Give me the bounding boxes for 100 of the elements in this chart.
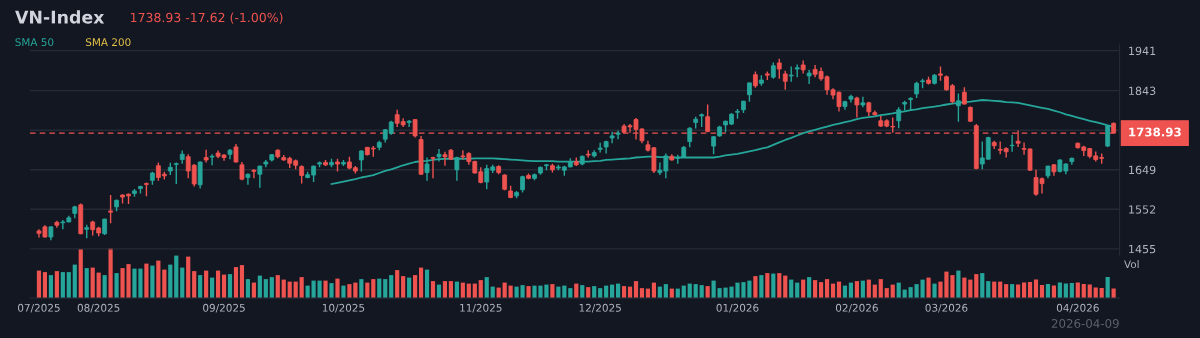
bar xyxy=(108,248,113,299)
candlestick xyxy=(1105,124,1111,148)
bar xyxy=(180,267,185,299)
bar xyxy=(813,280,818,299)
bar xyxy=(1027,282,1033,299)
bar xyxy=(329,283,334,299)
candlestick xyxy=(197,160,203,190)
x-tick-label: 02/2026 xyxy=(835,303,878,313)
x-tick-label: 03/2026 xyxy=(925,303,968,313)
bar xyxy=(215,270,221,299)
candlestick xyxy=(687,126,693,149)
bar xyxy=(854,281,859,299)
bar xyxy=(198,275,203,299)
bar xyxy=(633,281,639,299)
x-tick-label: 11/2025 xyxy=(460,303,502,313)
y-axis-title: Vol xyxy=(1124,260,1139,269)
ref-line-label: 1738.93 xyxy=(1129,127,1181,137)
bar xyxy=(48,275,53,299)
bar xyxy=(102,275,107,299)
bar xyxy=(269,277,274,299)
bar xyxy=(878,279,883,299)
bar xyxy=(777,273,782,299)
bar xyxy=(442,281,448,299)
bar xyxy=(395,270,400,299)
bar xyxy=(275,275,280,299)
bar xyxy=(114,273,119,299)
bar xyxy=(478,280,483,299)
x-tick-label: 10/2025 xyxy=(322,303,365,313)
bar xyxy=(150,265,155,299)
y-tick-label: 1941 xyxy=(1129,46,1156,56)
y-tick-label: 1843 xyxy=(1129,86,1156,96)
bar xyxy=(144,263,149,299)
x-tick-label: 12/2025 xyxy=(579,303,621,313)
bar xyxy=(192,271,197,299)
chart-subtitle: 1738.93 -17.62 (-1.00%) xyxy=(130,12,283,24)
bar xyxy=(383,279,388,299)
x-tick-label: 01/2026 xyxy=(716,303,759,313)
bar xyxy=(245,279,251,299)
candlestick xyxy=(454,156,460,182)
y-tick-label: 1552 xyxy=(1129,205,1156,214)
text: 2026-04-09 xyxy=(1051,318,1119,328)
bar xyxy=(42,272,48,299)
bar xyxy=(204,270,209,299)
bar xyxy=(96,272,101,299)
bar xyxy=(78,249,83,299)
bar xyxy=(54,271,59,299)
bar xyxy=(753,276,758,299)
candlestick xyxy=(358,149,364,173)
x-tick-label: 07/2025 xyxy=(18,303,60,313)
bar xyxy=(84,268,89,299)
bar xyxy=(424,269,430,299)
bar xyxy=(389,275,394,299)
bar xyxy=(956,270,961,299)
bar xyxy=(448,281,453,299)
bar xyxy=(401,276,406,299)
bar xyxy=(239,265,245,299)
bar xyxy=(807,277,812,299)
bar xyxy=(341,285,346,299)
text: SMA 50 xyxy=(15,38,54,47)
bar xyxy=(759,275,764,299)
candlestick xyxy=(782,69,788,91)
bar xyxy=(186,256,191,299)
bar xyxy=(932,283,937,299)
bar xyxy=(66,272,71,299)
bar xyxy=(36,270,42,299)
bar xyxy=(174,255,179,299)
bar xyxy=(974,274,979,299)
candlestick xyxy=(1009,134,1015,153)
bar xyxy=(371,279,376,299)
candlestick xyxy=(747,81,752,103)
bar xyxy=(335,278,340,299)
bar xyxy=(156,260,161,299)
candlestick xyxy=(776,58,782,80)
bar xyxy=(986,281,991,299)
candlestick xyxy=(406,119,412,128)
bar xyxy=(72,264,77,299)
bar xyxy=(1105,277,1110,299)
bar xyxy=(430,281,436,299)
bar xyxy=(526,286,531,299)
candlestick xyxy=(209,153,215,166)
bar xyxy=(221,274,227,299)
candlestick xyxy=(251,168,257,180)
bar xyxy=(824,279,830,299)
bar xyxy=(60,272,65,299)
bar xyxy=(299,277,304,299)
y-tick-label: 1649 xyxy=(1129,165,1156,175)
bar xyxy=(162,269,167,299)
bar xyxy=(926,277,931,299)
bar xyxy=(765,273,770,299)
bar xyxy=(818,282,824,299)
x-tick-label: 08/2025 xyxy=(77,303,120,313)
candlestick xyxy=(806,69,812,85)
candlestick xyxy=(233,143,239,164)
x-tick-label: 04/2026 xyxy=(1056,303,1099,313)
bar xyxy=(168,264,173,299)
candlestick xyxy=(245,172,251,186)
bar xyxy=(263,279,268,299)
candlestick xyxy=(299,164,305,185)
bar xyxy=(771,273,776,299)
x-tick-label: 09/2025 xyxy=(203,303,245,313)
